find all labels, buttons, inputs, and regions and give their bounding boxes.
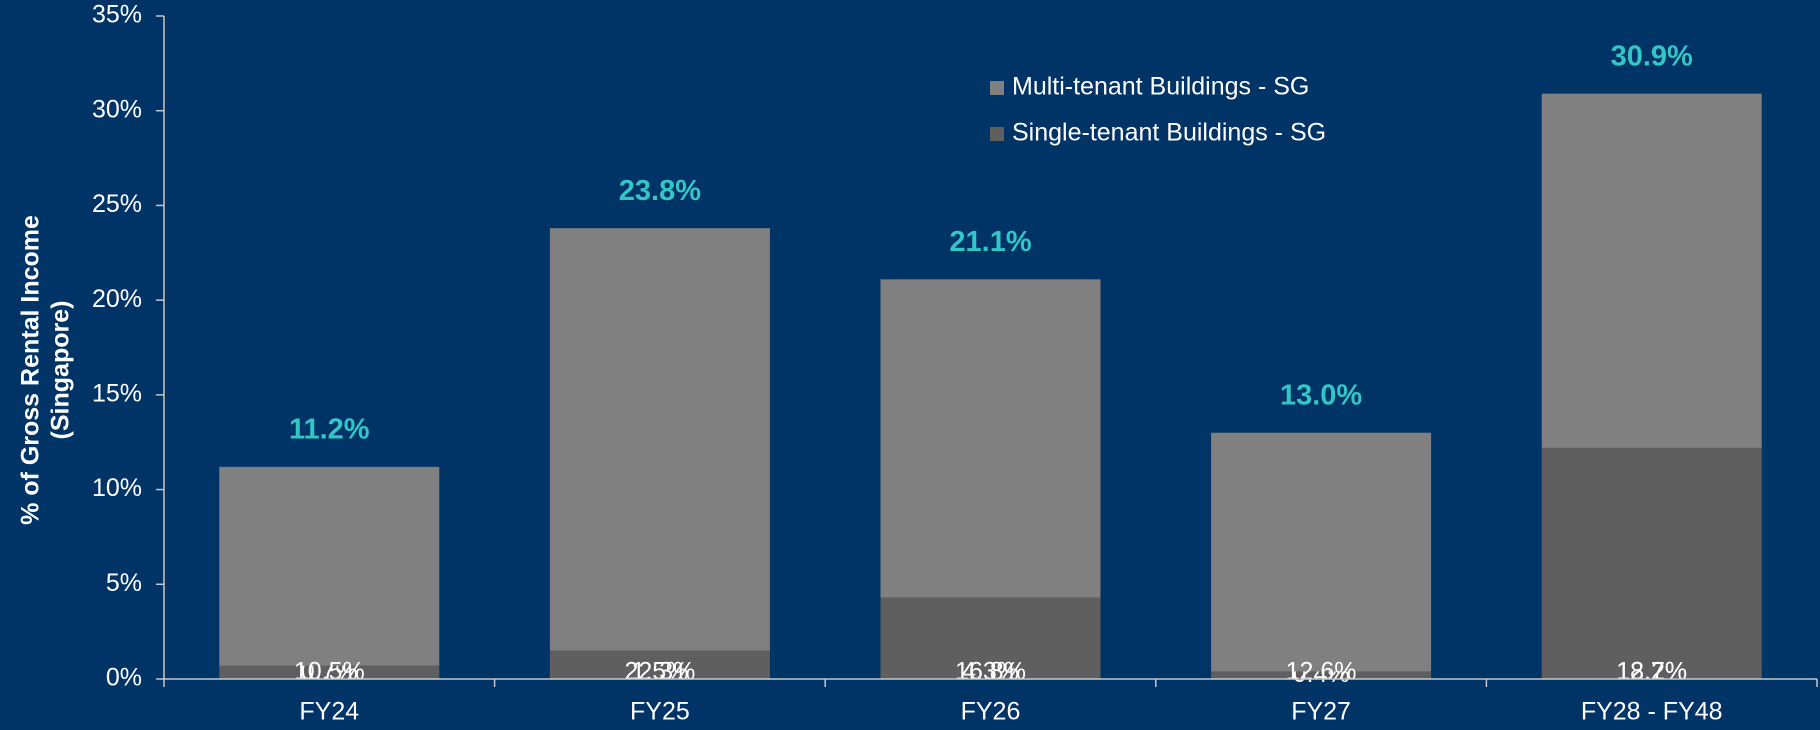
bar-segment bbox=[880, 597, 1101, 679]
x-tick-label: FY25 bbox=[630, 698, 690, 726]
y-tick-label: 20% bbox=[92, 285, 142, 313]
x-tick-label: FY27 bbox=[1291, 698, 1351, 726]
x-tick-label: FY24 bbox=[299, 698, 359, 726]
data-label: 1.5% bbox=[631, 658, 688, 686]
y-tick-label: 10% bbox=[92, 474, 142, 502]
data-label: 12.6% bbox=[1286, 658, 1357, 686]
total-label: 11.2% bbox=[289, 413, 370, 445]
data-label: 12.2% bbox=[1616, 658, 1687, 686]
y-tick-label: 25% bbox=[92, 190, 142, 218]
data-label: 4.3% bbox=[962, 658, 1019, 686]
y-tick-label: 5% bbox=[106, 569, 142, 597]
data-label: 16.8% bbox=[955, 658, 1026, 686]
bar-segment bbox=[1541, 93, 1762, 448]
data-label: 10.5% bbox=[294, 658, 365, 686]
total-label: 30.9% bbox=[1611, 40, 1693, 72]
y-tick-label: 35% bbox=[92, 1, 142, 29]
bar-segment bbox=[880, 279, 1101, 598]
data-label: 22.3% bbox=[624, 658, 695, 686]
legend-label: Single-tenant Buildings - SG bbox=[1012, 119, 1326, 147]
y-tick-label: 15% bbox=[92, 379, 142, 407]
data-label: 18.7% bbox=[1616, 658, 1687, 686]
y-axis-title-line: (Singapore) bbox=[47, 301, 75, 440]
bar-segment bbox=[219, 665, 440, 679]
bar-segment bbox=[1211, 432, 1432, 672]
y-tick-label: 0% bbox=[106, 664, 142, 692]
total-label: 13.0% bbox=[1280, 379, 1362, 411]
legend-swatch bbox=[990, 81, 1004, 95]
bar-segment bbox=[1541, 447, 1762, 679]
legend-swatch bbox=[990, 127, 1004, 141]
legend-label: Multi-tenant Buildings - SG bbox=[1012, 73, 1309, 101]
y-axis-title: % of Gross Rental Income (Singapore) bbox=[17, 215, 75, 525]
bar-segment bbox=[219, 466, 440, 666]
y-axis-title-line: % of Gross Rental Income bbox=[17, 215, 45, 525]
total-label: 23.8% bbox=[619, 175, 701, 207]
bar-segment bbox=[549, 228, 770, 651]
total-label: 21.1% bbox=[949, 226, 1031, 258]
bar-segment bbox=[1211, 671, 1432, 679]
x-tick-label: FY26 bbox=[961, 698, 1021, 726]
y-tick-label: 30% bbox=[92, 95, 142, 123]
bar-segment bbox=[549, 650, 770, 679]
x-tick-label: FY28 - FY48 bbox=[1581, 698, 1723, 726]
